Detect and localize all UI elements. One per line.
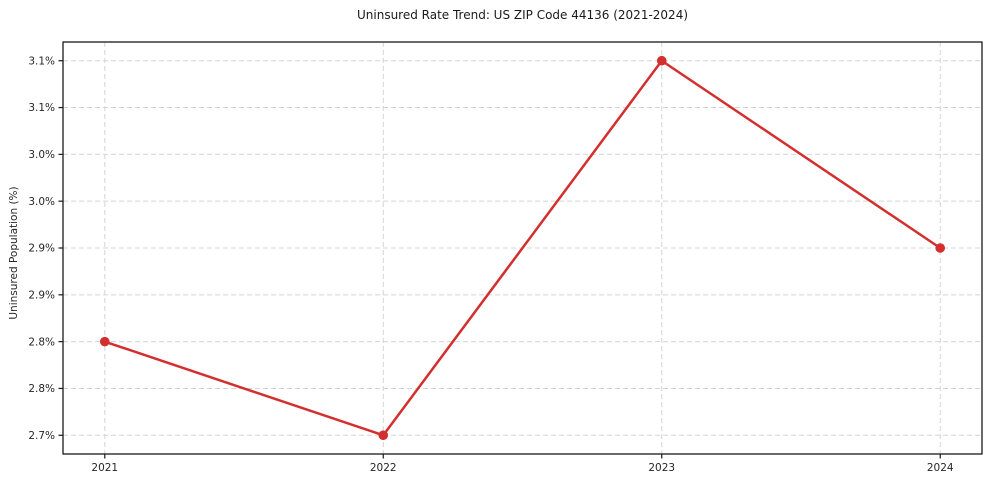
y-tick-label: 3.0%: [28, 196, 55, 208]
y-tick-label: 3.0%: [28, 149, 55, 161]
y-tick-label: 3.1%: [28, 102, 55, 114]
y-axis-label-text: Uninsured Population (%): [8, 186, 20, 320]
y-tick-label: 3.1%: [28, 55, 55, 67]
x-tick-label: 2022: [370, 462, 397, 474]
data-point-marker: [935, 243, 946, 253]
y-tick-label: 2.8%: [28, 383, 55, 395]
data-point-marker: [99, 336, 110, 347]
data-point-marker: [378, 430, 389, 441]
x-tick-label: 2023: [648, 462, 675, 474]
trend-line: [103, 59, 942, 437]
chart-title: Uninsured Rate Trend: US ZIP Code 44136 …: [356, 8, 689, 22]
data-point-marker: [656, 55, 667, 66]
y-tick-label: 2.9%: [28, 290, 55, 302]
y-tick-label: 2.8%: [28, 336, 55, 348]
x-tick-label: 2021: [91, 462, 118, 474]
x-tick-label: 2024: [927, 462, 954, 474]
y-tick-label: 2.9%: [28, 243, 55, 255]
plot-border: [62, 41, 983, 455]
y-tick-label: 2.7%: [28, 430, 55, 442]
